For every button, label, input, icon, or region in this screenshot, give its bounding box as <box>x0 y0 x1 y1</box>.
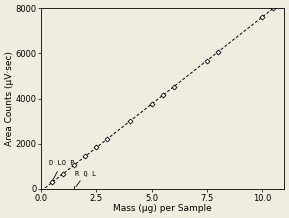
Text: R Q L: R Q L <box>75 170 97 187</box>
Text: D LO P: D LO P <box>49 160 75 181</box>
X-axis label: Mass (μg) per Sample: Mass (μg) per Sample <box>113 204 212 213</box>
Y-axis label: Area Counts (μV·sec): Area Counts (μV·sec) <box>5 51 14 146</box>
